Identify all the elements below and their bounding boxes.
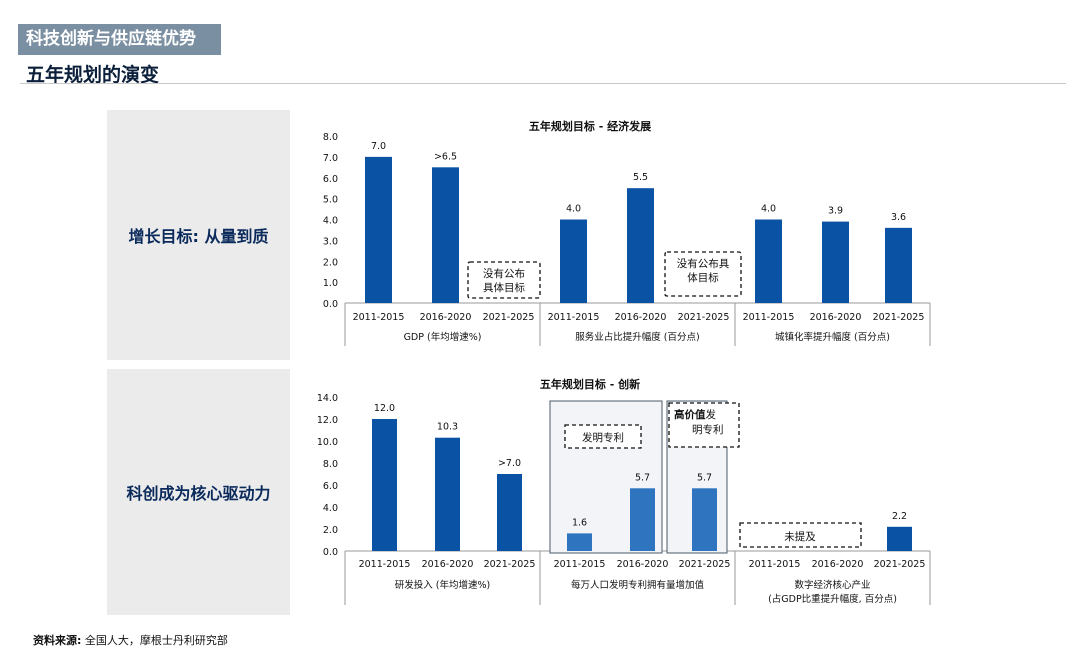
y-tick-label: 7.0 xyxy=(323,153,338,164)
data-label: 4.0 xyxy=(566,204,581,215)
growth-target-panel: 增长目标: 从量到质 xyxy=(107,110,290,360)
category-label: 2011-2015 xyxy=(359,559,411,570)
bar xyxy=(822,221,849,303)
data-label: 3.6 xyxy=(891,212,906,223)
y-tick-label: 2.0 xyxy=(323,257,338,268)
data-label: 3.9 xyxy=(828,206,843,217)
category-label: 2021-2025 xyxy=(483,312,535,323)
no-target-note: 没有公布具体目标 xyxy=(677,257,730,284)
bar xyxy=(372,419,397,551)
data-label: 5.7 xyxy=(635,472,650,483)
innovation-chart: 五年规划目标 - 创新 0.0 2.0 4.0 6.0 8.0 10.0 12.0 14.0 20… xyxy=(317,377,931,605)
y-tick-label: 14.0 xyxy=(317,393,338,404)
data-label: 5.7 xyxy=(697,472,712,483)
source-note: 资料来源: 全国人大，摩根士丹利研究部 xyxy=(33,632,228,648)
section-tag: 科技创新与供应链优势 xyxy=(18,24,221,55)
chart-title: 五年规划目标 - 创新 xyxy=(540,377,640,391)
innovation-panel: 科创成为核心驱动力 xyxy=(107,369,290,615)
category-label: 2016-2020 xyxy=(617,559,669,570)
data-label: 12.0 xyxy=(374,403,395,414)
bar xyxy=(692,488,717,551)
y-tick-label: 5.0 xyxy=(323,195,338,206)
category-label: 2016-2020 xyxy=(422,559,474,570)
category-label: 2021-2025 xyxy=(679,559,731,570)
bar xyxy=(435,437,460,551)
y-tick-label: 6.0 xyxy=(323,174,338,185)
data-label: 4.0 xyxy=(761,204,776,215)
title-divider xyxy=(20,83,1066,84)
y-tick-label: 6.0 xyxy=(323,481,338,492)
data-label: 7.0 xyxy=(371,141,386,152)
bar xyxy=(365,156,392,303)
source-label: 资料来源: xyxy=(33,634,82,647)
bar xyxy=(755,219,782,303)
growth-target-label: 增长目标: 从量到质 xyxy=(128,227,269,246)
patent-note: 发明专利 xyxy=(582,431,624,444)
bar xyxy=(885,227,912,303)
category-label: 2011-2015 xyxy=(353,312,405,323)
y-tick-label: 2.0 xyxy=(323,525,338,536)
bar xyxy=(627,188,654,303)
source-text: 全国人大，摩根士丹利研究部 xyxy=(81,634,228,647)
bar xyxy=(432,167,459,303)
y-tick-label: 10.0 xyxy=(317,437,338,448)
no-target-note: 没有公布具体目标 xyxy=(483,267,525,294)
data-label: 10.3 xyxy=(437,422,458,433)
bar xyxy=(567,533,592,551)
page-title: 五年规划的演变 xyxy=(26,64,160,86)
category-label: 2016-2020 xyxy=(810,312,862,323)
y-tick-label: 12.0 xyxy=(317,415,338,426)
group-label: GDP (年均增速%) xyxy=(404,331,482,343)
category-label: 2016-2020 xyxy=(615,312,667,323)
category-label: 2016-2020 xyxy=(812,559,864,570)
data-label: 2.2 xyxy=(892,511,907,522)
category-label: 2021-2025 xyxy=(678,312,730,323)
category-label: 2011-2015 xyxy=(548,312,600,323)
high-value-patent-note-box xyxy=(668,402,740,448)
no-target-note-box xyxy=(664,251,742,297)
data-label: 1.6 xyxy=(572,517,587,528)
y-tick-label: 8.0 xyxy=(323,459,338,470)
not-mentioned-note-box xyxy=(739,522,862,548)
bar xyxy=(497,474,522,551)
category-label: 2021-2025 xyxy=(874,559,926,570)
category-label: 2011-2015 xyxy=(554,559,606,570)
chart-title: 五年规划目标 - 经济发展 xyxy=(529,119,652,133)
bar xyxy=(887,526,912,551)
category-label: 2011-2015 xyxy=(743,312,795,323)
group-label: 数字经济核心产业 xyxy=(794,579,870,591)
no-target-note-box xyxy=(467,261,541,299)
group-label: 每万人口发明专利拥有量增加值 xyxy=(571,579,705,591)
economic-development-chart: 五年规划目标 - 经济发展 0.0 1.0 2.0 3.0 4.0 5.0 6.0 7.0 8.0… xyxy=(323,119,931,346)
y-tick-label: 0.0 xyxy=(323,299,338,310)
group-label: 城镇化率提升幅度 (百分点) xyxy=(775,331,890,343)
innovation-label: 科创成为核心驱动力 xyxy=(126,484,271,503)
category-label: 2021-2025 xyxy=(484,559,536,570)
data-label: 5.5 xyxy=(633,172,648,183)
category-label: 2011-2015 xyxy=(749,559,801,570)
group-label-line2: (占GDP比重提升幅度, 百分点) xyxy=(768,593,897,605)
group-label: 服务业占比提升幅度 (百分点) xyxy=(575,331,699,343)
y-tick-label: 3.0 xyxy=(323,236,338,247)
y-tick-label: 1.0 xyxy=(323,278,338,289)
data-label: >6.5 xyxy=(434,151,457,162)
bar xyxy=(630,488,655,551)
y-tick-label: 4.0 xyxy=(323,503,338,514)
bar xyxy=(560,219,587,303)
y-tick-label: 8.0 xyxy=(323,132,338,143)
category-label: 2016-2020 xyxy=(420,312,472,323)
group-label: 研发投入 (年均增速%) xyxy=(395,579,490,591)
high-value-patent-note: 高价值发明专利 xyxy=(674,408,724,436)
data-label: >7.0 xyxy=(498,458,521,469)
not-mentioned-note: 未提及 xyxy=(784,531,816,543)
category-label: 2021-2025 xyxy=(873,312,925,323)
patent-note-box xyxy=(564,424,642,449)
y-tick-label: 4.0 xyxy=(323,216,338,227)
y-tick-label: 0.0 xyxy=(323,547,338,558)
